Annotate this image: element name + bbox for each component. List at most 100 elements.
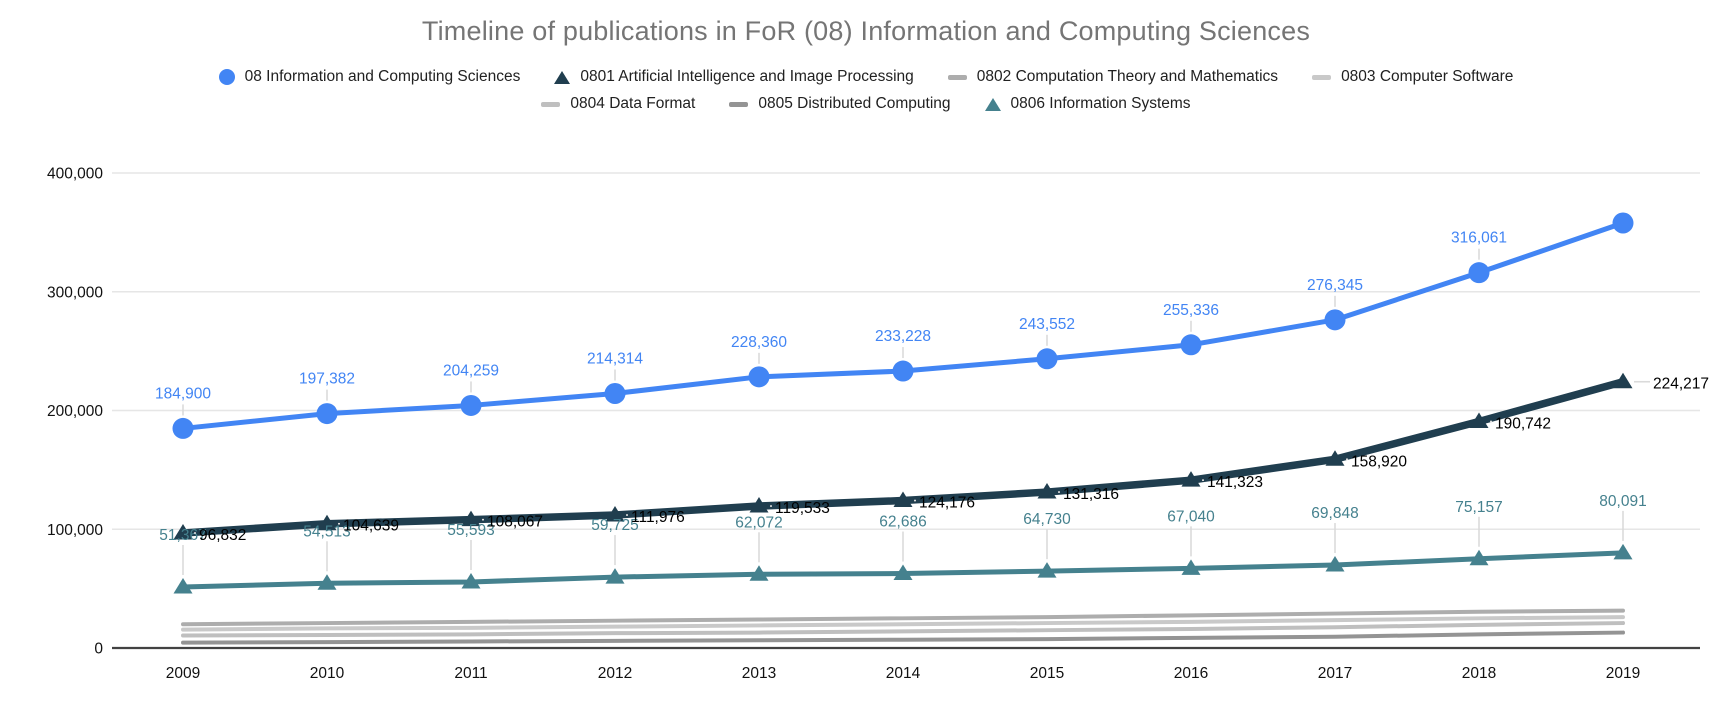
data-label: 62,072 (735, 514, 782, 531)
y-axis-tick-label: 200,000 (47, 403, 103, 420)
x-axis-tick-label: 2018 (1462, 665, 1496, 682)
data-label: 96,832 (199, 527, 246, 544)
data-label: 214,314 (587, 351, 643, 368)
legend-item-08[interactable]: 08 Information and Computing Sciences (218, 68, 521, 86)
y-axis-tick-label: 300,000 (47, 284, 103, 301)
data-label: 59,725 (591, 517, 638, 534)
legend-item-0801[interactable]: 0801 Artificial Intelligence and Image P… (554, 68, 914, 86)
dash-marker-icon (541, 101, 561, 107)
y-axis-tick-label: 400,000 (47, 166, 103, 183)
legend-label: 0801 Artificial Intelligence and Image P… (580, 68, 914, 85)
data-point[interactable] (1180, 334, 1202, 356)
data-label: 75,157 (1455, 499, 1502, 516)
data-point[interactable] (749, 497, 769, 513)
y-axis-tick-label: 100,000 (47, 522, 103, 539)
data-point[interactable] (317, 574, 337, 590)
data-point[interactable] (748, 366, 770, 388)
series-line-0804 (181, 621, 1625, 638)
y-axis-tick-label: 0 (94, 641, 103, 658)
data-point[interactable] (1613, 543, 1633, 560)
data-label: 204,259 (443, 362, 499, 379)
legend: 08 Information and Computing Sciences 080… (0, 68, 1732, 113)
legend-label: 0803 Computer Software (1341, 68, 1514, 85)
dash-marker-icon (729, 101, 749, 107)
data-label: 55,593 (447, 522, 494, 539)
data-point[interactable] (1037, 562, 1057, 578)
data-label: 51,367 (159, 527, 206, 544)
x-axis-tick-label: 2013 (742, 665, 776, 682)
legend-item-0804[interactable]: 0804 Data Format (541, 95, 695, 113)
data-point[interactable] (173, 578, 193, 594)
data-point[interactable] (892, 360, 914, 382)
data-point[interactable] (316, 403, 338, 425)
data-point[interactable] (460, 394, 482, 416)
x-axis-tick-label: 2015 (1030, 665, 1064, 682)
data-point[interactable] (461, 510, 481, 527)
data-point[interactable] (893, 564, 913, 581)
data-point[interactable] (1613, 372, 1633, 389)
data-label: 124,176 (919, 495, 975, 512)
data-label: 111,976 (631, 509, 685, 526)
x-axis-tick-label: 2014 (886, 665, 921, 682)
dash-marker-icon (1312, 74, 1332, 80)
data-point[interactable] (172, 417, 194, 439)
series-line-0802 (181, 608, 1625, 627)
data-label: 141,323 (1207, 474, 1263, 491)
data-point[interactable] (1181, 471, 1201, 487)
data-label: 119,533 (775, 500, 830, 517)
data-point[interactable] (749, 565, 769, 581)
legend-label: 0806 Information Systems (1010, 95, 1191, 112)
data-point[interactable] (1468, 262, 1490, 284)
data-point[interactable] (604, 383, 626, 405)
data-label: 197,382 (299, 371, 355, 388)
x-axis-tick-label: 2011 (454, 665, 487, 682)
series-line-08 (180, 220, 1626, 431)
data-point[interactable] (1612, 212, 1634, 234)
data-point[interactable] (605, 568, 625, 584)
data-point[interactable] (1324, 309, 1346, 331)
data-label: 131,316 (1063, 486, 1119, 503)
x-axis-tick-label: 2010 (310, 665, 345, 682)
data-point[interactable] (1181, 559, 1201, 575)
data-label: 276,345 (1307, 277, 1363, 294)
legend-item-0802[interactable]: 0802 Computation Theory and Mathematics (947, 68, 1278, 86)
legend-label: 08 Information and Computing Sciences (244, 68, 521, 85)
legend-label: 0804 Data Format (570, 95, 696, 112)
data-point[interactable] (317, 514, 337, 531)
data-label: 243,552 (1019, 316, 1075, 333)
data-label: 62,686 (879, 514, 926, 531)
circle-marker-icon (218, 69, 235, 85)
data-point[interactable] (1469, 549, 1489, 566)
data-point[interactable] (173, 524, 193, 540)
data-label: 190,742 (1495, 415, 1551, 432)
data-point[interactable] (1325, 450, 1345, 466)
legend-row-2: 0804 Data Format 0805 Distributed Computi… (541, 95, 1191, 113)
data-point[interactable] (1036, 348, 1058, 370)
data-point[interactable] (1325, 556, 1345, 572)
triangle-marker-icon (554, 70, 571, 84)
data-label: 80,091 (1599, 493, 1646, 510)
legend-item-0805[interactable]: 0805 Distributed Computing (729, 95, 951, 113)
data-point[interactable] (893, 491, 913, 508)
data-point[interactable] (605, 506, 625, 522)
series-line-0805 (181, 630, 1625, 645)
data-label: 233,228 (875, 328, 931, 345)
x-axis-tick-label: 2012 (598, 665, 632, 682)
data-label: 158,920 (1351, 453, 1407, 470)
data-label: 316,061 (1451, 230, 1507, 247)
legend-item-0803[interactable]: 0803 Computer Software (1312, 68, 1513, 86)
triangle-marker-icon (984, 97, 1001, 111)
data-label: 255,336 (1163, 302, 1219, 319)
x-axis-tick-label: 2009 (166, 665, 200, 682)
data-point[interactable] (1037, 483, 1057, 499)
legend-label: 0805 Distributed Computing (758, 95, 951, 112)
data-point[interactable] (1469, 412, 1489, 428)
x-axis-tick-label: 2017 (1318, 665, 1352, 682)
series-line-0803 (181, 615, 1625, 632)
dash-marker-icon (947, 74, 967, 80)
legend-item-0806[interactable]: 0806 Information Systems (984, 95, 1191, 113)
data-point[interactable] (461, 572, 481, 589)
legend-row-1: 08 Information and Computing Sciences 080… (218, 68, 1513, 86)
